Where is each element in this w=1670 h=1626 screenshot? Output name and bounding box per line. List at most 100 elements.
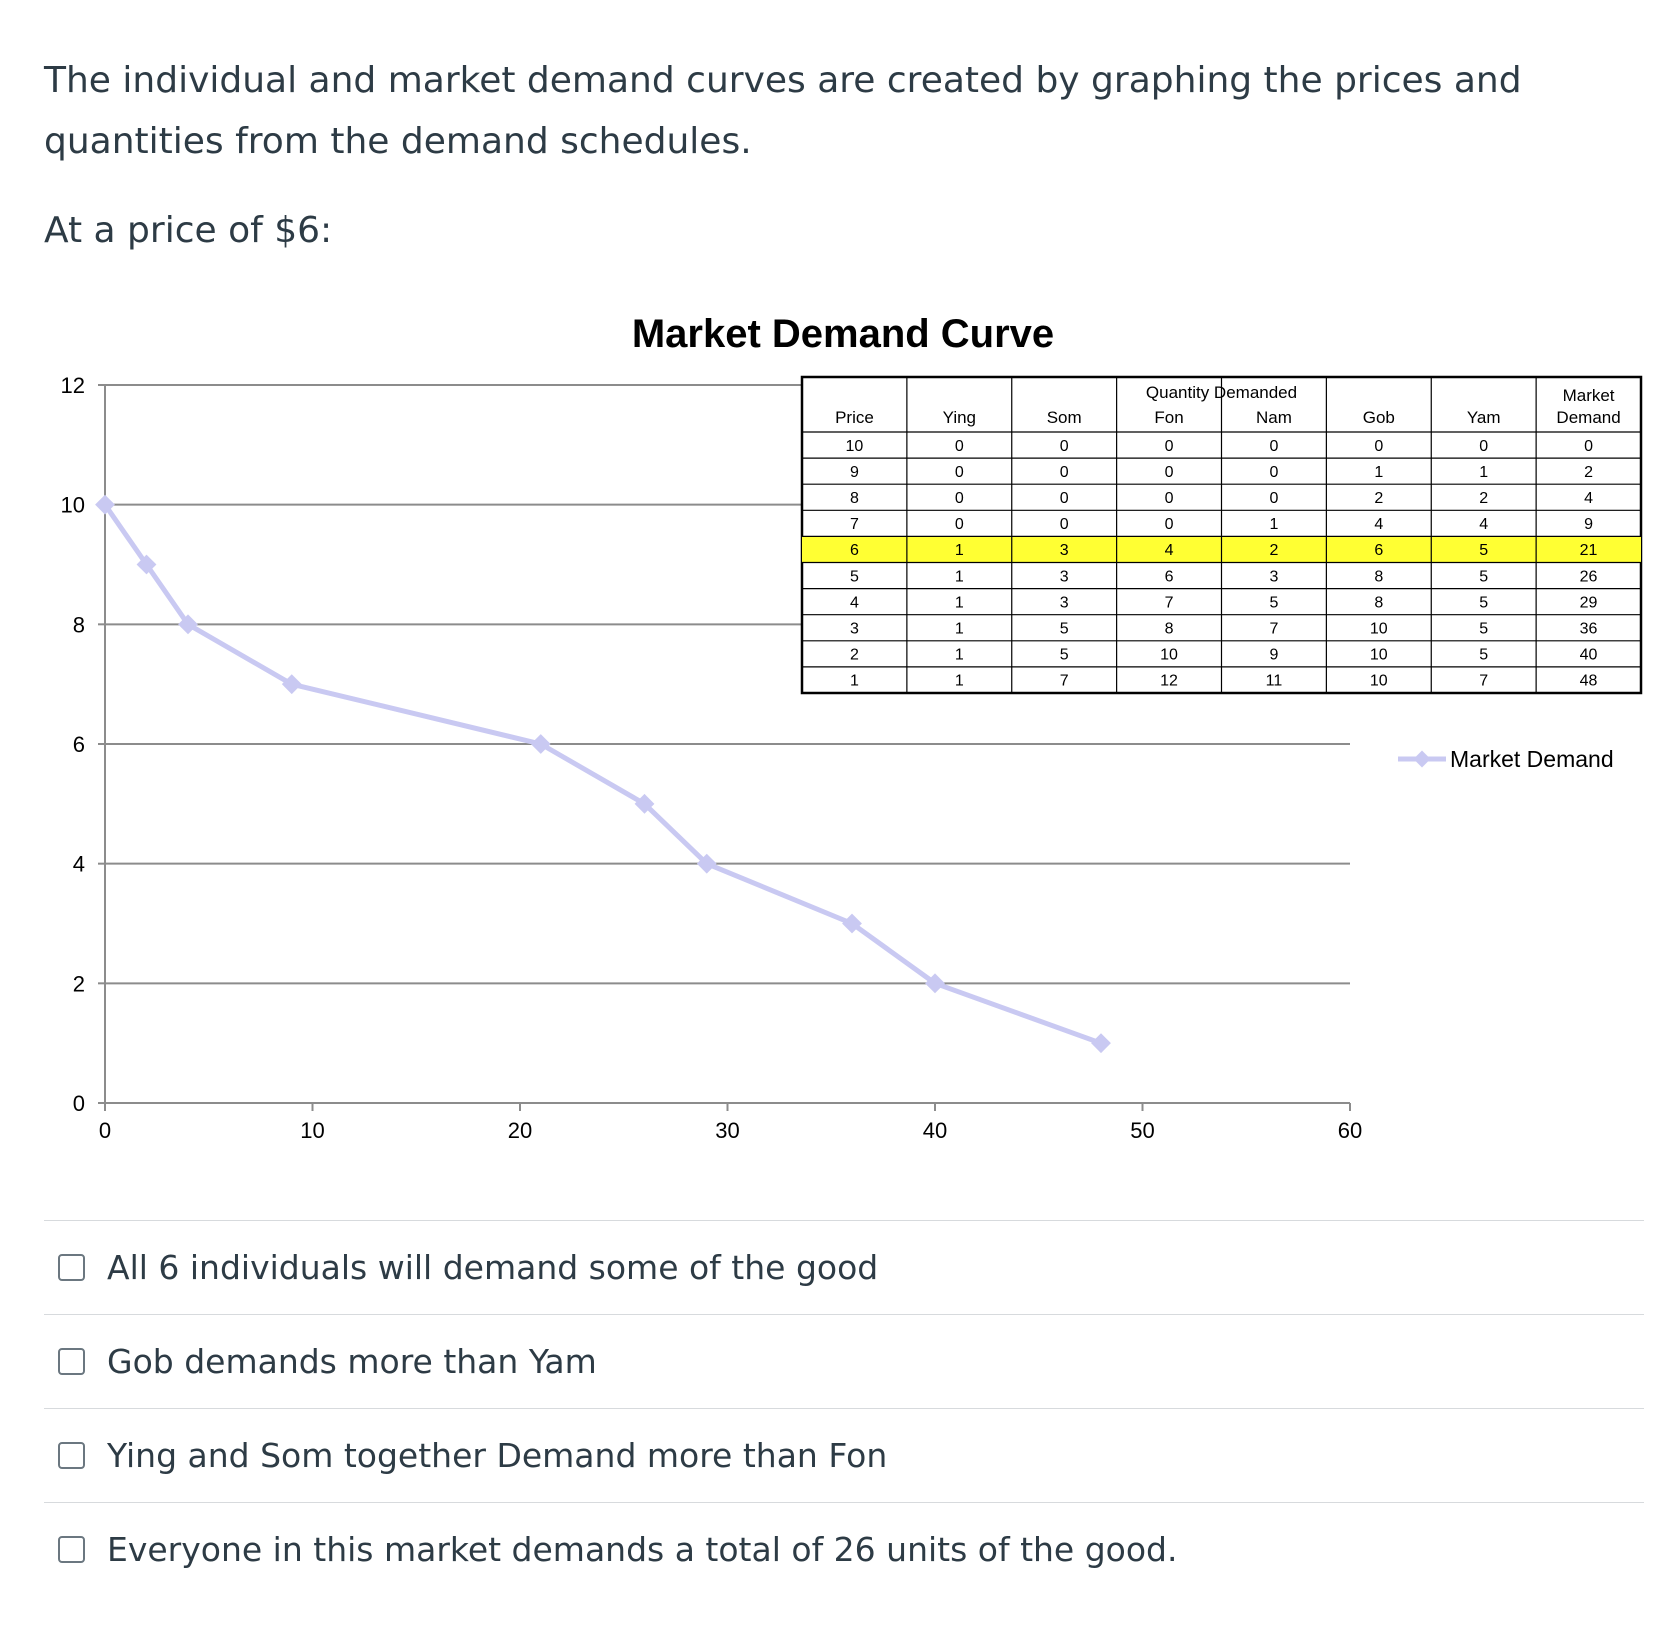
x-tick-label: 10 (300, 1118, 324, 1143)
table-cell: 8 (1374, 568, 1383, 585)
y-tick-label: 2 (73, 971, 85, 996)
table-cell: 0 (1269, 464, 1278, 481)
data-point (530, 734, 551, 754)
table-cell: 1 (955, 647, 964, 664)
table-cell: 26 (1580, 568, 1598, 585)
answer-label: All 6 individuals will demand some of th… (107, 1248, 879, 1287)
table-cell: 29 (1580, 594, 1598, 611)
y-tick-label: 12 (61, 373, 85, 398)
chart-title: Market Demand Curve (632, 312, 1054, 356)
table-cell: 2 (1269, 542, 1278, 559)
table-column-header: Gob (1363, 408, 1395, 427)
x-tick-label: 0 (99, 1118, 111, 1143)
table-cell: 7 (1269, 620, 1278, 637)
table-cell: 5 (1479, 620, 1488, 637)
table-column-header: Demand (1556, 408, 1620, 427)
table-cell: 1 (955, 620, 964, 637)
table-cell: 7 (1479, 673, 1488, 690)
checkbox[interactable] (58, 1348, 85, 1375)
table-cell: 1 (850, 673, 859, 690)
table-cell: 2 (850, 647, 859, 664)
table-cell: 0 (1060, 490, 1069, 507)
answer-option[interactable]: All 6 individuals will demand some of th… (44, 1220, 1644, 1314)
table-cell: 9 (850, 464, 859, 481)
x-tick-label: 30 (715, 1118, 739, 1143)
table-cell: 0 (1165, 490, 1174, 507)
answer-option[interactable]: Gob demands more than Yam (44, 1314, 1644, 1408)
data-point (696, 853, 717, 874)
legend-label: Market Demand (1450, 746, 1614, 772)
table-cell: 0 (1584, 438, 1593, 455)
data-point (1091, 1033, 1111, 1054)
table-cell: 7 (1060, 673, 1069, 690)
answer-label: Gob demands more than Yam (107, 1342, 597, 1381)
table-cell: 2 (1479, 490, 1488, 507)
question-prompt: At a price of $6: (44, 210, 333, 251)
table-cell: 0 (1374, 438, 1383, 455)
y-tick-label: 4 (73, 852, 85, 877)
answer-option[interactable]: Ying and Som together Demand more than F… (44, 1408, 1644, 1502)
table-cell: 0 (955, 438, 964, 455)
checkbox[interactable] (58, 1254, 85, 1281)
answer-label: Ying and Som together Demand more than F… (107, 1436, 888, 1475)
table-cell: 3 (1269, 568, 1278, 585)
table-cell: 1 (1269, 516, 1278, 533)
table-cell: 8 (850, 490, 859, 507)
y-tick-label: 10 (61, 493, 85, 518)
table-cell: 0 (955, 516, 964, 533)
table-cell: 6 (1165, 568, 1174, 585)
data-point (634, 793, 655, 814)
table-cell: 0 (1060, 438, 1069, 455)
table-cell: 5 (850, 568, 859, 585)
table-cell: 7 (850, 516, 859, 533)
x-tick-label: 60 (1338, 1118, 1362, 1143)
table-cell: 0 (1479, 438, 1488, 455)
legend-marker-icon (1413, 750, 1431, 768)
table-cell: 5 (1479, 647, 1488, 664)
answer-option[interactable]: Everyone in this market demands a total … (44, 1502, 1644, 1596)
table-cell: 11 (1266, 673, 1283, 690)
answer-list: All 6 individuals will demand some of th… (44, 1220, 1644, 1596)
table-cell: 0 (1060, 516, 1069, 533)
table-cell: 5 (1479, 594, 1488, 611)
table-cell: 7 (1165, 594, 1174, 611)
table-cell: 4 (1165, 542, 1174, 559)
table-cell: 5 (1479, 568, 1488, 585)
table-cell: 0 (1165, 438, 1174, 455)
checkbox[interactable] (58, 1442, 85, 1469)
table-column-header: Yam (1467, 408, 1501, 427)
table-cell: 0 (1269, 490, 1278, 507)
table-cell: 0 (955, 464, 964, 481)
table-cell: 1 (955, 568, 964, 585)
table-column-header: Ying (943, 408, 976, 427)
table-column-header: Nam (1256, 408, 1292, 427)
table-cell: 1 (1479, 464, 1488, 481)
table-cell: 0 (955, 490, 964, 507)
table-cell: 4 (1479, 516, 1488, 533)
answer-label: Everyone in this market demands a total … (107, 1530, 1178, 1569)
table-cell: 10 (1370, 620, 1388, 637)
table-cell: 36 (1580, 620, 1598, 637)
y-tick-label: 8 (73, 612, 85, 637)
data-point (95, 494, 115, 515)
x-tick-label: 50 (1130, 1118, 1154, 1143)
data-point (842, 913, 862, 934)
table-cell: 40 (1580, 647, 1598, 664)
table-cell: 6 (1374, 542, 1383, 559)
table-cell: 5 (1060, 620, 1069, 637)
table-cell: 0 (1269, 438, 1278, 455)
checkbox[interactable] (58, 1536, 85, 1563)
table-cell: 3 (1060, 542, 1069, 559)
table-cell: 8 (1374, 594, 1383, 611)
x-tick-label: 40 (923, 1118, 947, 1143)
table-cell: 5 (1479, 542, 1488, 559)
table-cell: 1 (1374, 464, 1383, 481)
table-cell: 4 (1374, 516, 1383, 533)
table-cell: 10 (1160, 647, 1178, 664)
y-tick-label: 0 (73, 1091, 85, 1116)
table-cell: 4 (1584, 490, 1593, 507)
table-cell: 0 (1060, 464, 1069, 481)
table-cell: 21 (1580, 542, 1598, 559)
table-group-header: Quantity Demanded (1146, 383, 1297, 402)
table-cell: 0 (1165, 516, 1174, 533)
